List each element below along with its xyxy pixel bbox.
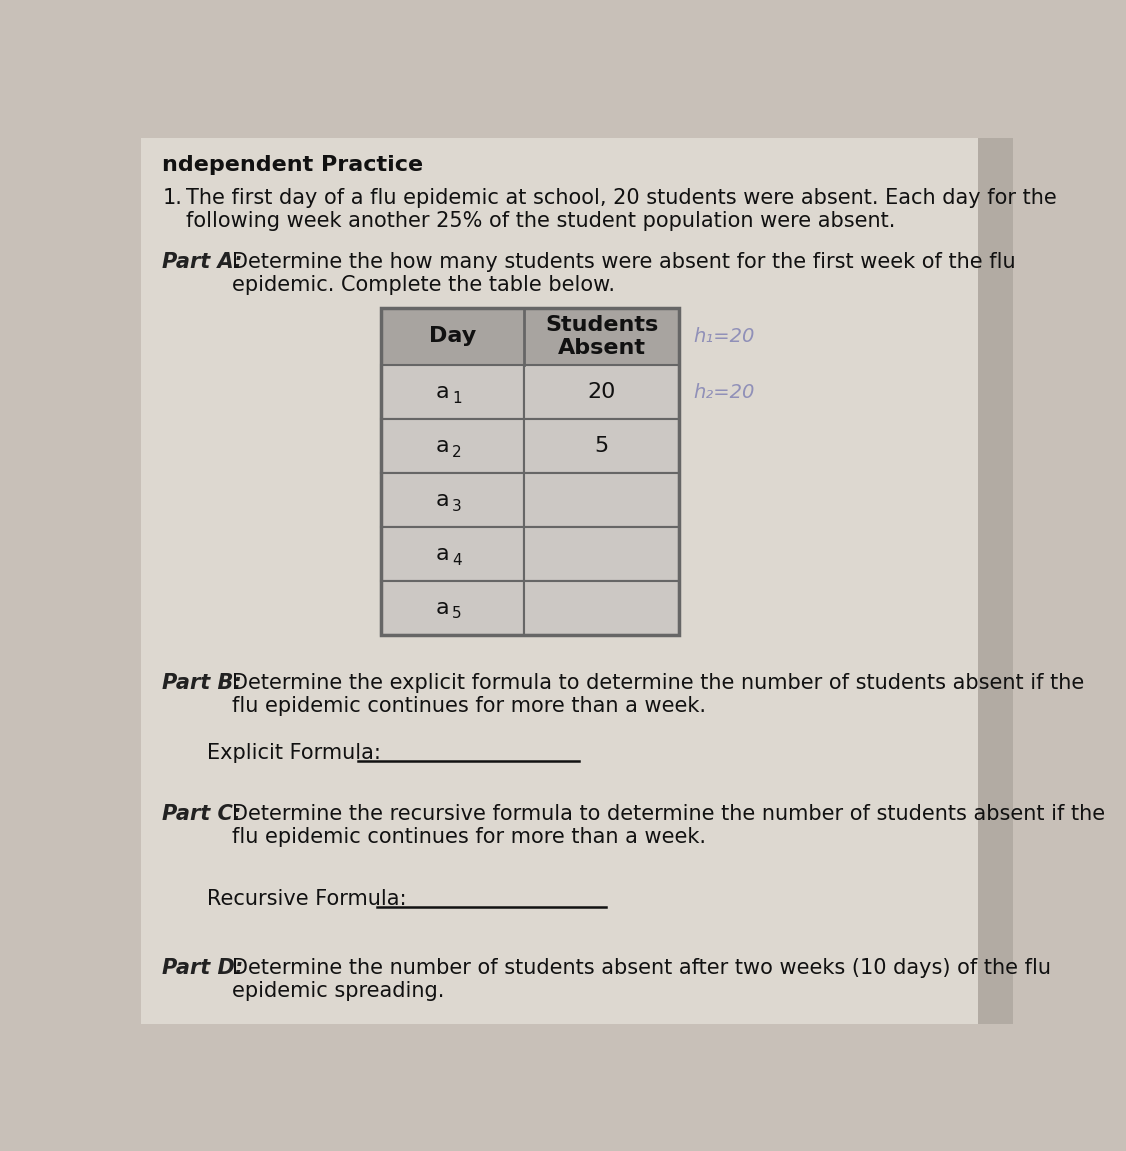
Bar bbox=[381, 307, 679, 634]
Bar bbox=[381, 527, 525, 581]
Text: Determine the explicit formula to determine the number of students absent if the: Determine the explicit formula to determ… bbox=[232, 673, 1084, 693]
Text: Explicit Formula:: Explicit Formula: bbox=[207, 742, 381, 763]
Text: 1: 1 bbox=[452, 391, 462, 406]
Text: 2: 2 bbox=[452, 444, 462, 459]
Text: Determine the how many students were absent for the first week of the flu: Determine the how many students were abs… bbox=[232, 252, 1016, 272]
Text: 20: 20 bbox=[588, 382, 616, 402]
Text: Part A:: Part A: bbox=[162, 252, 243, 272]
Text: 5: 5 bbox=[452, 607, 462, 622]
Text: epidemic. Complete the table below.: epidemic. Complete the table below. bbox=[232, 275, 615, 295]
Text: Day: Day bbox=[429, 327, 476, 346]
Bar bbox=[525, 365, 679, 419]
Bar bbox=[525, 419, 679, 473]
Text: a: a bbox=[436, 544, 449, 564]
Text: Recursive Formula:: Recursive Formula: bbox=[207, 889, 406, 909]
Text: Part C:: Part C: bbox=[162, 805, 242, 824]
Text: h₂=20: h₂=20 bbox=[694, 383, 754, 402]
Text: Part D:: Part D: bbox=[162, 958, 243, 978]
Text: a: a bbox=[436, 597, 449, 618]
Bar bbox=[381, 473, 525, 527]
Text: Part B:: Part B: bbox=[162, 673, 242, 693]
Text: Determine the number of students absent after two weeks (10 days) of the flu: Determine the number of students absent … bbox=[232, 958, 1052, 978]
Text: following week another 25% of the student population were absent.: following week another 25% of the studen… bbox=[186, 212, 895, 231]
Bar bbox=[525, 581, 679, 634]
Text: 3: 3 bbox=[452, 498, 462, 513]
Bar bbox=[525, 473, 679, 527]
Bar bbox=[381, 365, 525, 419]
Text: a: a bbox=[436, 436, 449, 456]
Text: Students
Absent: Students Absent bbox=[545, 314, 659, 358]
Text: h₁=20: h₁=20 bbox=[694, 327, 754, 346]
Text: flu epidemic continues for more than a week.: flu epidemic continues for more than a w… bbox=[232, 828, 706, 847]
Text: Determine the recursive formula to determine the number of students absent if th: Determine the recursive formula to deter… bbox=[232, 805, 1106, 824]
Bar bbox=[977, 138, 1013, 1024]
Text: 5: 5 bbox=[595, 436, 609, 456]
Bar bbox=[381, 581, 525, 634]
Text: 4: 4 bbox=[452, 552, 462, 567]
Text: a: a bbox=[436, 382, 449, 402]
Text: The first day of a flu epidemic at school, 20 students were absent. Each day for: The first day of a flu epidemic at schoo… bbox=[186, 188, 1056, 208]
Text: 1.: 1. bbox=[162, 188, 182, 208]
Bar bbox=[525, 527, 679, 581]
Text: ndependent Practice: ndependent Practice bbox=[162, 155, 423, 175]
Bar bbox=[381, 307, 679, 365]
Text: epidemic spreading.: epidemic spreading. bbox=[232, 982, 445, 1001]
Text: flu epidemic continues for more than a week.: flu epidemic continues for more than a w… bbox=[232, 696, 706, 716]
Bar bbox=[381, 419, 525, 473]
Text: a: a bbox=[436, 490, 449, 510]
